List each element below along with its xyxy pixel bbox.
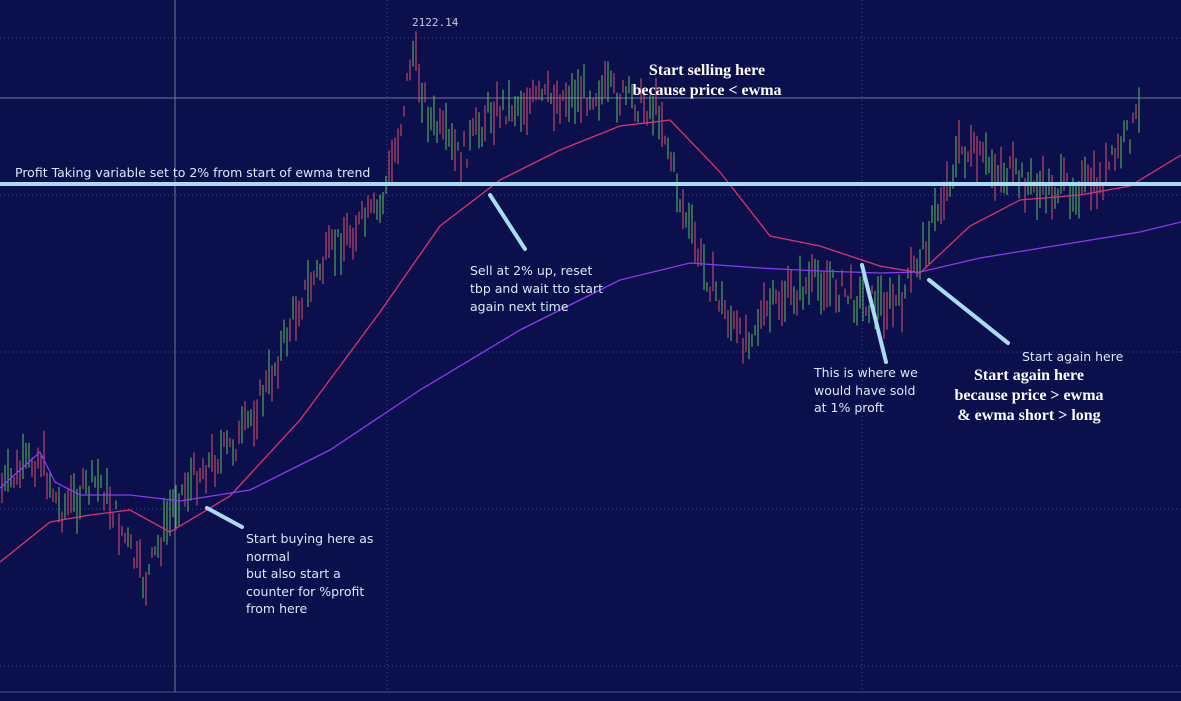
annotation: & ewma short > long <box>957 407 1100 424</box>
annotation: Start again here <box>974 367 1084 384</box>
annotation: Sell at 2% up, reset <box>470 263 592 278</box>
annotation: because price > ewma <box>954 387 1103 404</box>
annotation: from here <box>246 601 308 616</box>
ewma-short <box>0 119 1181 563</box>
pointer <box>205 506 244 529</box>
price-bars <box>1 31 1140 606</box>
annotation: normal <box>246 549 290 564</box>
pointer <box>488 193 527 251</box>
annotation: at 1% proft <box>814 400 884 415</box>
ewma-long <box>0 221 1181 502</box>
price-label: 2122.14 <box>412 16 459 29</box>
annotation: Start buying here as <box>246 531 373 546</box>
annotation: would have sold <box>814 383 915 398</box>
annotation: Start selling here <box>649 62 765 79</box>
annotation: counter for %profit <box>246 584 364 599</box>
pointer <box>860 263 888 364</box>
annotation: but also start a <box>246 566 341 581</box>
annotation: because price < ewma <box>632 82 781 99</box>
pointer <box>927 278 1010 345</box>
annotation: This is where we <box>813 365 918 380</box>
annotation: tbp and wait tto start <box>470 281 603 296</box>
annotation: Profit Taking variable set to 2% from st… <box>15 165 370 180</box>
annotation: Start again here <box>1022 349 1124 364</box>
annotation: again next time <box>470 299 569 314</box>
